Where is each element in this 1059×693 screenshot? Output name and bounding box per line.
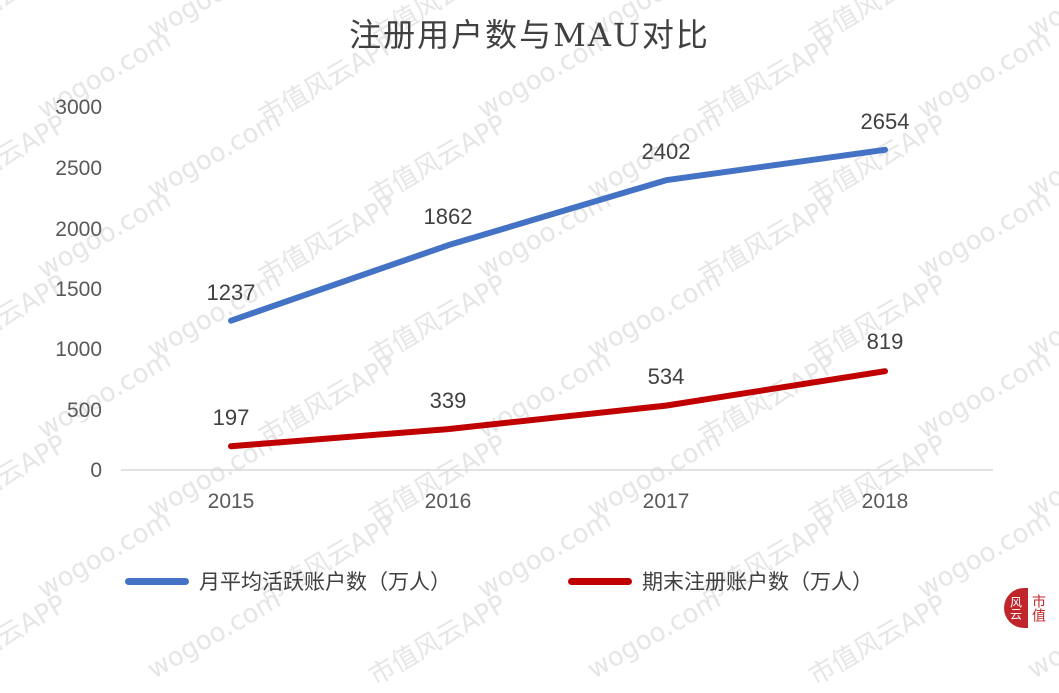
data-label-mau: 1862 — [423, 204, 473, 229]
data-label-mau: 2402 — [641, 139, 691, 164]
y-tick-label: 1500 — [55, 278, 102, 301]
legend-label: 期末注册账户数（万人） — [642, 570, 873, 594]
series-line-mau — [228, 146, 888, 324]
data-label-registered: 197 — [212, 405, 250, 430]
legend-swatch-blue — [125, 577, 189, 585]
series-line-registered — [228, 368, 888, 450]
legend-swatch-red — [568, 577, 632, 585]
legend-item-registered: 期末注册账户数（万人） — [568, 566, 873, 596]
x-tick-label: 2016 — [424, 490, 472, 513]
x-tick-label: 2018 — [861, 490, 909, 513]
y-tick-label: 3000 — [55, 96, 102, 119]
data-label-registered: 819 — [866, 329, 904, 354]
data-label-registered: 339 — [429, 388, 467, 413]
legend-item-mau: 月平均活跃账户数（万人） — [125, 566, 451, 596]
y-tick-label: 2500 — [55, 157, 102, 180]
y-tick-label: 1000 — [55, 338, 102, 361]
x-tick-label: 2017 — [642, 490, 690, 513]
legend-label: 月平均活跃账户数（万人） — [199, 570, 451, 594]
chart-title: 注册用户数与MAU对比 — [349, 16, 710, 54]
brand-logo: 风云 市值 — [1004, 585, 1054, 631]
logo-text: 市值 — [1030, 594, 1046, 622]
logo-seal-icon: 风云 — [1004, 588, 1028, 628]
data-label-registered: 534 — [647, 364, 685, 389]
y-tick-label: 500 — [66, 399, 102, 422]
y-tick-label: 2000 — [55, 218, 102, 241]
data-label-mau: 1237 — [206, 280, 256, 305]
plot-area — [121, 146, 993, 471]
data-label-mau: 2654 — [860, 109, 910, 134]
x-tick-label: 2015 — [207, 490, 255, 513]
y-tick-label: 0 — [90, 459, 102, 482]
